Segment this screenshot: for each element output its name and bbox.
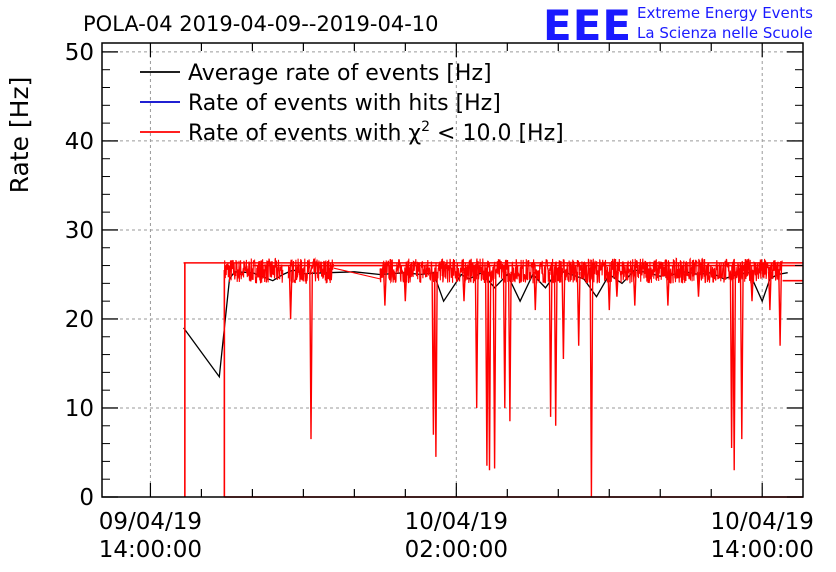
series-dip-chi2 bbox=[614, 271, 619, 297]
series-dip-chi2 bbox=[403, 271, 408, 302]
legend-label: Average rate of events [Hz] bbox=[188, 61, 492, 86]
series-dip-chi2 bbox=[507, 271, 512, 422]
legend: Average rate of events [Hz] Rate of event… bbox=[140, 61, 564, 146]
x-tick-label-time: 14:00:00 bbox=[99, 537, 202, 563]
series-dip-chi2 bbox=[729, 271, 734, 449]
chart-title: POLA-04 2019-04-09--2019-04-10 bbox=[83, 12, 439, 36]
legend-label: Rate of events with χ2 < 10.0 [Hz] bbox=[188, 119, 564, 146]
x-tick-label-date: 10/04/19 bbox=[711, 509, 814, 535]
series-dip-chi2 bbox=[778, 271, 782, 346]
series-dip-chi2 bbox=[732, 271, 737, 471]
series-dip-chi2 bbox=[502, 271, 507, 409]
x-tick-label-date: 09/04/19 bbox=[99, 509, 202, 535]
series-dip-chi2 bbox=[576, 271, 581, 346]
series-dip-chi2 bbox=[553, 271, 558, 426]
axes: 0102030405009/04/1914:00:0010/04/1902:00… bbox=[65, 40, 814, 563]
series-dip-chi2 bbox=[696, 271, 701, 297]
y-axis-label: Rate [Hz] bbox=[5, 77, 34, 194]
series-dip-chi2 bbox=[548, 271, 553, 417]
org-name-line2: La Scienza nelle Scuole bbox=[637, 24, 813, 42]
series-dip-chi2 bbox=[431, 271, 436, 435]
series-layer bbox=[183, 257, 803, 498]
y-tick-label: 10 bbox=[65, 396, 94, 422]
series-dip-chi2 bbox=[434, 271, 438, 457]
series-dip-chi2 bbox=[309, 271, 313, 440]
y-tick-label: 50 bbox=[65, 40, 94, 66]
eee-logo: EEE Extreme Energy Events La Scienza nel… bbox=[543, 1, 813, 50]
x-tick-label-date: 10/04/19 bbox=[405, 509, 508, 535]
org-name-line1: Extreme Energy Events bbox=[637, 4, 813, 22]
grid-lines bbox=[102, 43, 803, 497]
eee-logo-text: EEE bbox=[543, 1, 632, 50]
y-tick-label: 30 bbox=[65, 218, 94, 244]
series-dip-chi2 bbox=[288, 271, 293, 320]
series-dip-chi2 bbox=[474, 271, 479, 409]
series-dip-chi2 bbox=[484, 271, 489, 466]
legend-label: Rate of events with hits [Hz] bbox=[188, 91, 501, 116]
series-dip-chi2 bbox=[589, 271, 594, 498]
series-dip-chi2 bbox=[665, 271, 670, 306]
series-dip-chi2 bbox=[492, 271, 497, 469]
series-dip-chi2 bbox=[533, 271, 538, 311]
y-tick-label: 20 bbox=[65, 307, 94, 333]
series-dip-chi2 bbox=[462, 271, 466, 302]
series-dip-chi2 bbox=[383, 271, 387, 306]
x-tick-label-time: 14:00:00 bbox=[711, 537, 814, 563]
series-line-chi2-rate bbox=[223, 257, 783, 284]
series-dip-chi2 bbox=[632, 271, 637, 306]
series-dip-chi2 bbox=[487, 271, 492, 471]
y-tick-label: 40 bbox=[65, 129, 94, 155]
x-tick-label-time: 02:00:00 bbox=[405, 537, 508, 563]
series-dip-chi2 bbox=[750, 271, 754, 302]
series-dip-chi2 bbox=[607, 271, 612, 311]
plot-frame bbox=[101, 42, 804, 498]
series-dip-chi2 bbox=[767, 271, 772, 311]
series-dip-chi2 bbox=[561, 271, 566, 360]
y-tick-label: 0 bbox=[79, 485, 94, 511]
series-dip-chi2 bbox=[739, 271, 744, 440]
